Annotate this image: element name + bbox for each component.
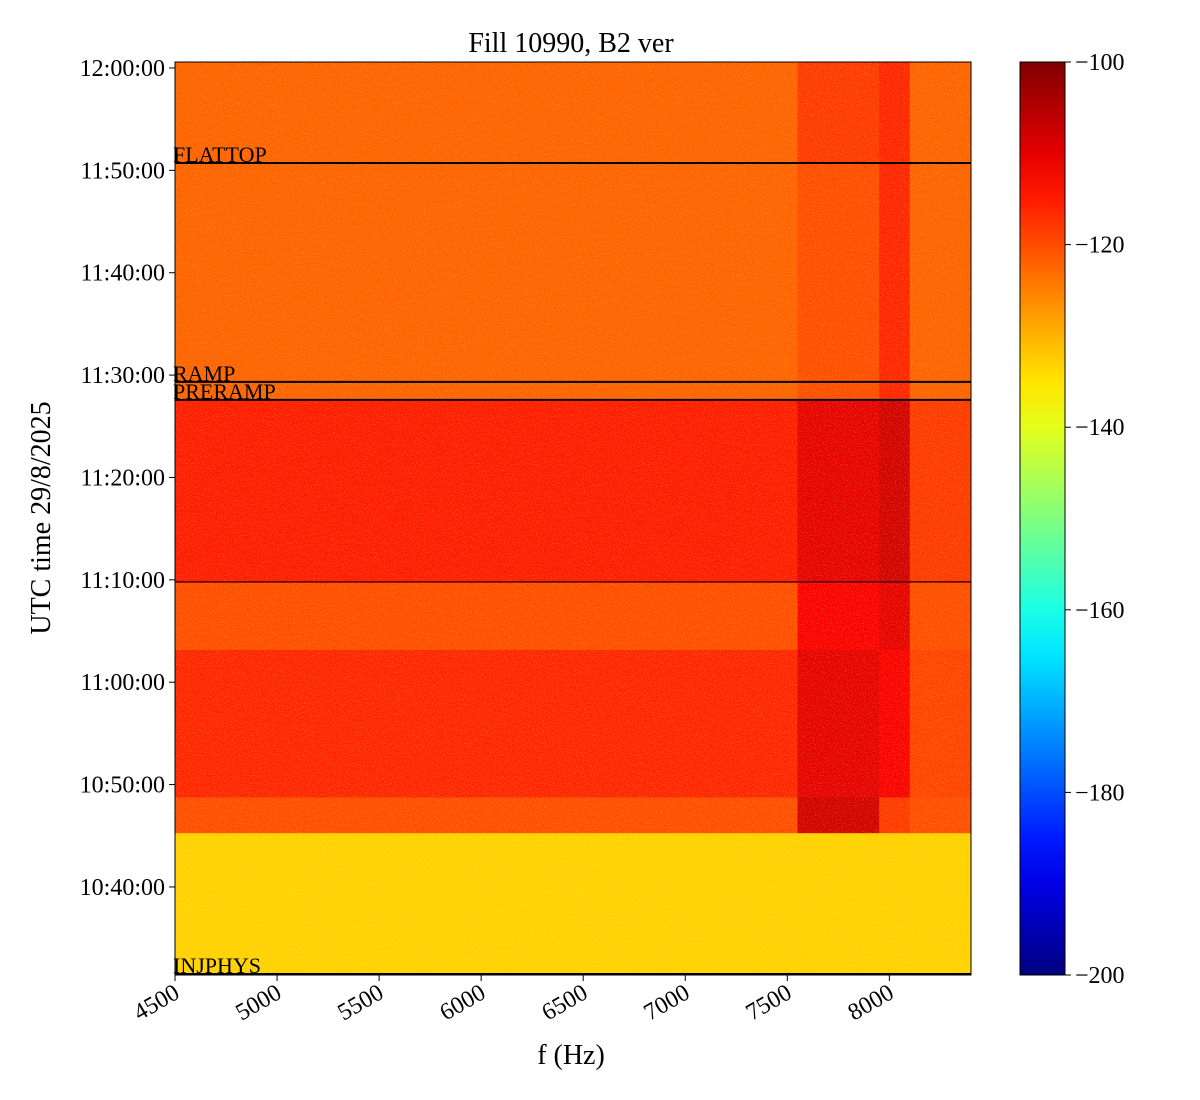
colorbar-tick-label: −200 <box>1075 963 1125 989</box>
x-tick-label: 6000 <box>436 980 491 1027</box>
y-tick-label: 11:00:00 <box>81 670 165 696</box>
event-label: RAMP <box>173 361 235 386</box>
colorbar-tick-label: −160 <box>1075 598 1125 624</box>
x-axis-label: f (Hz) <box>537 1040 605 1071</box>
y-tick-label: 11:40:00 <box>81 261 165 287</box>
y-tick-label: 11:50:00 <box>81 158 165 184</box>
noise-texture <box>175 62 971 975</box>
colorbar <box>1019 61 1066 976</box>
event-label: INJPHYS <box>173 953 261 978</box>
colorbar-tick-label: −180 <box>1075 780 1125 806</box>
y-tick-label: 10:40:00 <box>80 875 165 901</box>
y-tick-label: 10:50:00 <box>80 773 165 799</box>
chart-title: Fill 10990, B2 ver <box>468 28 674 59</box>
y-axis-label: UTC time 29/8/2025 <box>26 401 57 634</box>
x-tick-label: 7500 <box>742 980 797 1027</box>
y-tick-label: 12:00:00 <box>80 56 165 82</box>
colorbar-tick-label: −100 <box>1075 50 1125 76</box>
colorbar-tick-label: −140 <box>1075 415 1125 441</box>
plot-frame <box>174 61 972 976</box>
y-tick-label: 11:20:00 <box>81 465 165 491</box>
x-tick-label: 8000 <box>844 980 899 1027</box>
x-tick-label: 5000 <box>231 980 286 1027</box>
y-tick-label: 11:10:00 <box>81 568 165 594</box>
x-tick-label: 6500 <box>538 980 593 1027</box>
x-tick-label: 5500 <box>334 980 389 1027</box>
colorbar-tick-label: −120 <box>1075 233 1125 259</box>
y-tick-label: 11:30:00 <box>81 363 165 389</box>
event-label: PRERAMP <box>173 379 276 404</box>
x-tick-label: 7000 <box>640 980 695 1027</box>
event-label: FLATTOP <box>173 142 267 167</box>
x-tick-label: 4500 <box>129 980 184 1027</box>
